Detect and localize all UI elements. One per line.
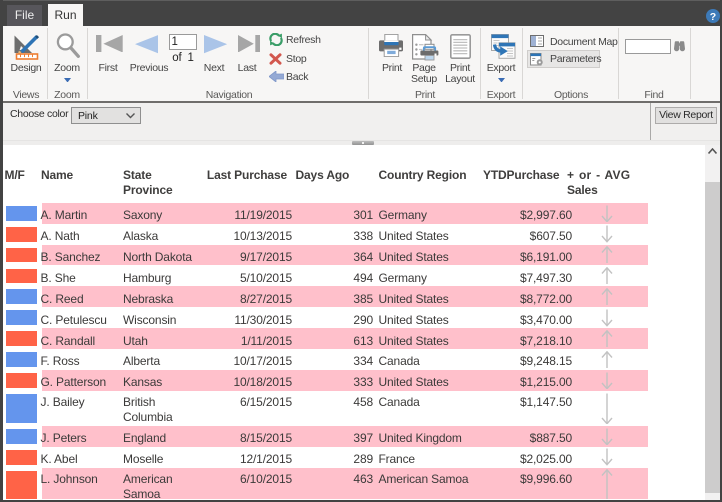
svg-text:?: ?: [709, 11, 715, 23]
